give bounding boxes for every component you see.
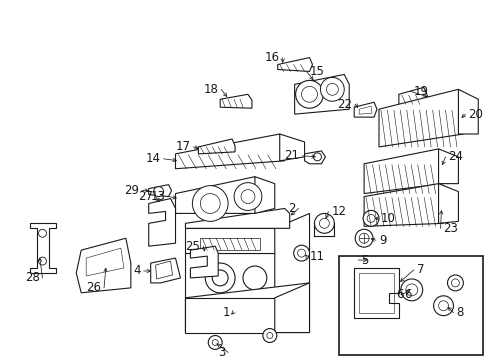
Text: 22: 22 <box>337 98 351 111</box>
Text: 2: 2 <box>287 202 295 215</box>
Circle shape <box>205 263 235 293</box>
Text: 1: 1 <box>222 306 230 319</box>
Polygon shape <box>438 184 457 223</box>
Polygon shape <box>398 87 427 107</box>
Text: 28: 28 <box>24 271 40 284</box>
Text: 29: 29 <box>123 184 139 197</box>
Text: 11: 11 <box>309 249 324 262</box>
Text: 26: 26 <box>86 282 101 294</box>
Polygon shape <box>148 198 175 246</box>
Text: 24: 24 <box>447 150 463 163</box>
Polygon shape <box>438 149 457 184</box>
Polygon shape <box>254 177 274 213</box>
Text: 18: 18 <box>203 83 218 96</box>
Circle shape <box>200 194 220 213</box>
Polygon shape <box>294 75 348 114</box>
Polygon shape <box>274 283 309 333</box>
Polygon shape <box>175 134 284 169</box>
Polygon shape <box>175 177 259 213</box>
Polygon shape <box>185 228 274 253</box>
Text: 15: 15 <box>309 65 324 78</box>
Polygon shape <box>353 102 376 117</box>
Polygon shape <box>185 283 309 333</box>
Circle shape <box>243 266 266 290</box>
Polygon shape <box>150 258 180 283</box>
Circle shape <box>208 336 222 350</box>
Circle shape <box>234 183 262 211</box>
Text: 6: 6 <box>395 288 403 301</box>
Polygon shape <box>198 139 235 154</box>
Circle shape <box>212 270 228 286</box>
Circle shape <box>39 229 46 237</box>
Polygon shape <box>279 134 304 161</box>
Polygon shape <box>274 213 309 298</box>
Text: 21: 21 <box>284 149 299 162</box>
Text: 5: 5 <box>361 253 368 266</box>
Text: 20: 20 <box>468 108 482 121</box>
Text: 25: 25 <box>185 240 200 253</box>
Circle shape <box>433 296 452 316</box>
Polygon shape <box>86 248 123 276</box>
Circle shape <box>263 329 276 342</box>
Text: 9: 9 <box>378 234 386 247</box>
Text: 10: 10 <box>380 212 395 225</box>
Circle shape <box>192 186 228 221</box>
Polygon shape <box>220 94 251 108</box>
Polygon shape <box>378 89 463 147</box>
Text: 7: 7 <box>416 264 424 276</box>
Circle shape <box>314 213 334 233</box>
Circle shape <box>293 245 309 261</box>
Polygon shape <box>364 149 443 194</box>
Polygon shape <box>155 261 172 279</box>
Circle shape <box>400 279 422 301</box>
Circle shape <box>438 301 447 311</box>
Polygon shape <box>190 246 218 278</box>
Text: 27: 27 <box>138 190 152 203</box>
Polygon shape <box>148 185 171 197</box>
Circle shape <box>39 257 46 265</box>
Polygon shape <box>185 253 274 298</box>
Circle shape <box>313 153 321 161</box>
Bar <box>339 256 482 355</box>
Circle shape <box>319 219 329 228</box>
Circle shape <box>354 229 372 247</box>
Polygon shape <box>304 151 325 164</box>
Polygon shape <box>353 268 398 318</box>
Text: 3: 3 <box>217 346 224 359</box>
Polygon shape <box>76 238 131 293</box>
Polygon shape <box>30 223 56 273</box>
Circle shape <box>320 77 344 101</box>
Text: 6: 6 <box>403 288 410 301</box>
Circle shape <box>301 86 317 102</box>
Polygon shape <box>457 89 477 134</box>
Circle shape <box>295 80 323 108</box>
Circle shape <box>325 84 338 95</box>
Polygon shape <box>277 58 312 72</box>
Text: 4: 4 <box>133 265 141 278</box>
Polygon shape <box>200 238 259 250</box>
Text: 23: 23 <box>443 222 457 235</box>
Polygon shape <box>185 208 289 228</box>
Circle shape <box>447 275 463 291</box>
Text: 8: 8 <box>455 306 463 319</box>
Circle shape <box>405 284 417 296</box>
Text: 12: 12 <box>331 205 346 218</box>
Text: 16: 16 <box>264 51 279 64</box>
Circle shape <box>153 186 163 197</box>
Circle shape <box>241 190 254 203</box>
Text: 17: 17 <box>175 140 190 153</box>
Text: 14: 14 <box>145 152 160 165</box>
Polygon shape <box>364 184 443 226</box>
Text: 13: 13 <box>150 190 165 203</box>
Circle shape <box>363 211 378 226</box>
Text: 19: 19 <box>413 85 428 98</box>
Polygon shape <box>185 298 274 333</box>
Polygon shape <box>358 106 371 114</box>
